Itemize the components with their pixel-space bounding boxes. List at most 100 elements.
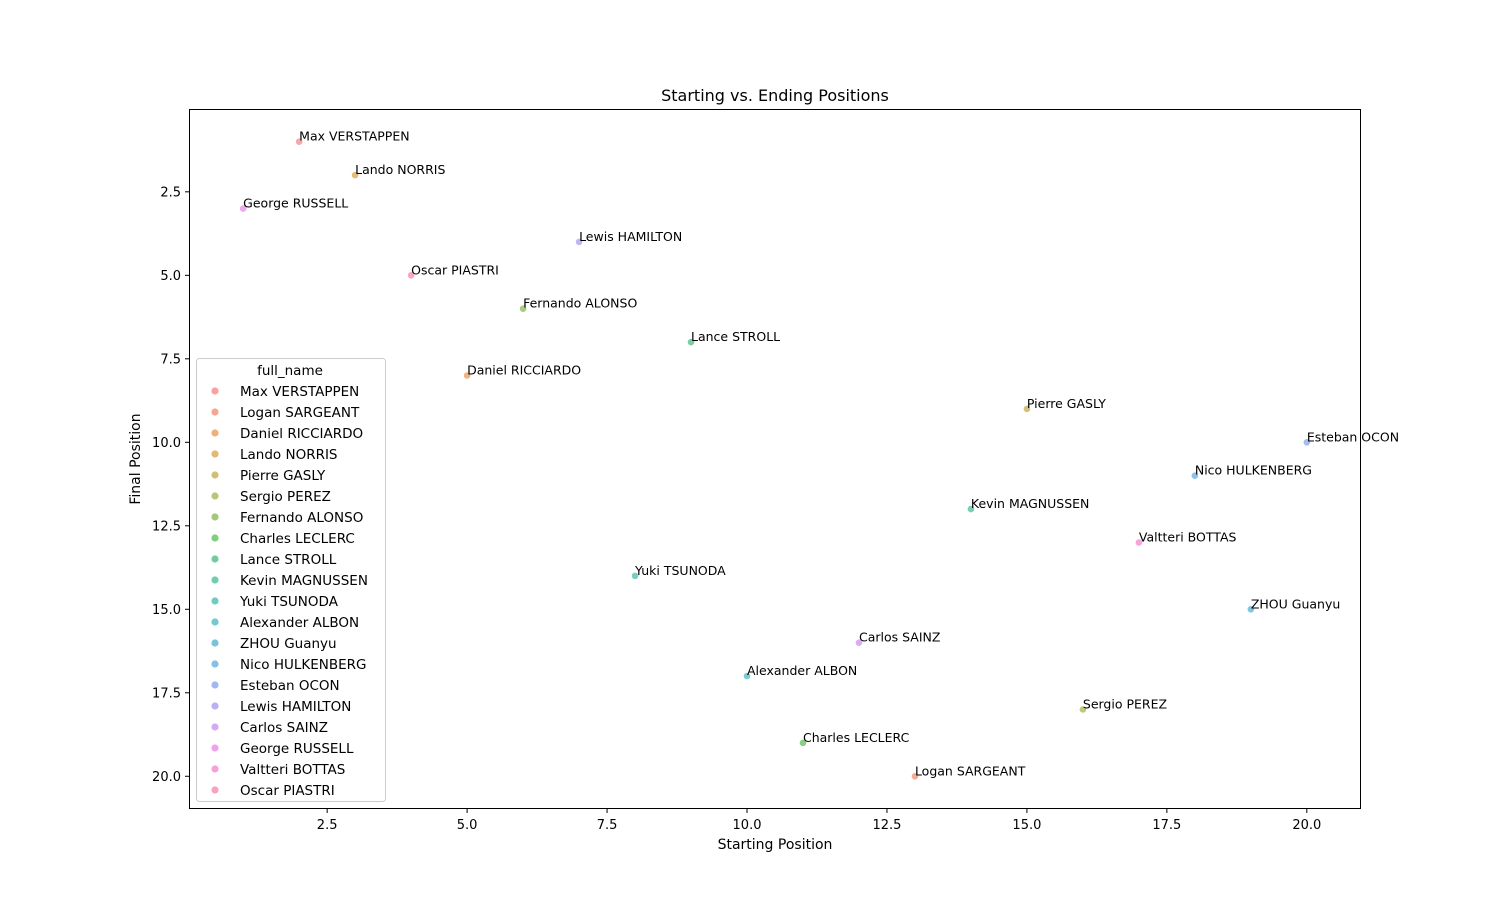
point-labels: Max VERSTAPPEN Logan SARGEANT Daniel RICCI…	[243, 129, 1399, 779]
y-tick-label: 15.0	[152, 603, 181, 618]
legend-label: Nico HULKENBERG	[240, 657, 367, 673]
legend-label: Logan SARGEANT	[240, 405, 360, 421]
point-label: Valtteri BOTTAS	[1139, 529, 1237, 544]
legend-item: Yuki TSUNODA	[211, 594, 339, 610]
legend-marker	[211, 744, 219, 752]
legend-item: Max VERSTAPPEN	[211, 384, 359, 400]
data-point	[351, 171, 360, 180]
legend-item: Lewis HAMILTON	[211, 699, 351, 715]
x-tick-1: 5.0	[457, 808, 477, 833]
y-tick-label: 20.0	[152, 770, 181, 785]
legend-item: Valtteri BOTTAS	[211, 762, 345, 778]
data-point	[1078, 705, 1087, 714]
data-point	[575, 238, 583, 246]
legend-label: Pierre GASLY	[240, 468, 326, 484]
point-label: Sergio PEREZ	[1083, 696, 1167, 711]
x-tick-5: 15.0	[1012, 808, 1041, 833]
legend-marker	[211, 387, 219, 395]
axis-ticks: 2.5 5.0 7.5 10.0 12.5 15.0 17.5 20.0 2.5 5.0 7.5 10…	[152, 185, 1321, 833]
data-point	[407, 271, 416, 280]
plot-frame	[189, 109, 1361, 809]
point-label: Oscar PIASTRI	[411, 262, 499, 277]
x-tick-0: 2.5	[317, 808, 337, 833]
x-tick-label: 17.5	[1152, 818, 1181, 833]
y-tick-1: 5.0	[160, 269, 190, 284]
legend-item: George RUSSELL	[211, 741, 354, 757]
data-point	[1302, 438, 1311, 447]
legend-marker	[211, 450, 219, 458]
legend-entries: Max VERSTAPPEN Logan SARGEANT Daniel RICCI…	[211, 384, 368, 799]
legend-item: Carlos SAINZ	[211, 720, 328, 736]
data-point	[799, 738, 807, 747]
data-point	[519, 304, 527, 313]
data-point	[1190, 471, 1199, 480]
legend-item: Esteban OCON	[211, 678, 340, 694]
x-tick-4: 12.5	[872, 808, 901, 833]
data-point	[1134, 538, 1143, 547]
point-label: Kevin MAGNUSSEN	[971, 496, 1089, 511]
legend-label: Valtteri BOTTAS	[240, 762, 345, 778]
legend-marker	[211, 513, 219, 521]
x-axis-label: Starting Position	[718, 837, 833, 853]
legend-item: Lando NORRIS	[211, 447, 338, 463]
y-tick-6: 17.5	[152, 686, 190, 701]
legend-item: Daniel RICCIARDO	[211, 426, 363, 442]
data-point	[295, 137, 304, 146]
legend-marker	[211, 786, 219, 794]
legend-marker	[211, 576, 219, 584]
legend-marker	[211, 681, 219, 689]
point-label: Fernando ALONSO	[523, 296, 637, 311]
y-tick-label: 17.5	[152, 686, 181, 701]
data-point	[687, 338, 695, 347]
point-label: Carlos SAINZ	[859, 630, 940, 645]
legend-item: Lance STROLL	[211, 552, 337, 568]
point-label: Lewis HAMILTON	[579, 229, 682, 244]
legend-marker	[211, 618, 219, 626]
point-label: Daniel RICCIARDO	[467, 363, 581, 378]
legend-label: Max VERSTAPPEN	[240, 384, 359, 400]
point-label: Logan SARGEANT	[915, 763, 1026, 778]
data-point	[463, 371, 472, 380]
y-tick-label: 5.0	[160, 269, 181, 284]
legend-marker	[211, 492, 219, 500]
legend-item: Fernando ALONSO	[211, 510, 363, 526]
y-tick-3: 10.0	[152, 436, 190, 451]
data-point	[743, 672, 751, 680]
legend-label: George RUSSELL	[240, 741, 354, 757]
y-tick-7: 20.0	[152, 770, 190, 785]
y-tick-4: 12.5	[152, 519, 190, 534]
legend-item: Pierre GASLY	[211, 468, 326, 484]
x-tick-7: 20.0	[1292, 808, 1321, 833]
legend-label: ZHOU Guanyu	[240, 636, 337, 652]
data-points	[239, 137, 1311, 781]
data-point	[239, 204, 248, 213]
x-tick-6: 17.5	[1152, 808, 1181, 833]
x-tick-label: 12.5	[872, 818, 901, 833]
point-label: Nico HULKENBERG	[1195, 463, 1312, 478]
data-point	[855, 638, 863, 647]
y-tick-label: 7.5	[160, 352, 181, 367]
x-tick-2: 7.5	[597, 808, 617, 833]
x-tick-label: 20.0	[1292, 818, 1321, 833]
legend: full_name Max VERSTAPPEN Logan SARGEANT Da…	[196, 358, 386, 802]
legend-label: Carlos SAINZ	[240, 720, 328, 736]
legend-title: full_name	[257, 363, 323, 379]
legend-label: Kevin MAGNUSSEN	[240, 573, 368, 589]
legend-label: Fernando ALONSO	[240, 510, 363, 526]
data-point	[911, 772, 919, 781]
legend-label: Sergio PEREZ	[240, 489, 331, 505]
data-point	[1246, 605, 1255, 614]
legend-label: Lewis HAMILTON	[240, 699, 351, 715]
data-point	[631, 571, 639, 580]
chart-title: Starting vs. Ending Positions	[661, 86, 889, 105]
y-tick-2: 7.5	[160, 352, 190, 367]
x-tick-label: 10.0	[733, 818, 762, 833]
legend-label: Daniel RICCIARDO	[240, 426, 363, 442]
point-label: Esteban OCON	[1307, 429, 1399, 444]
x-tick-3: 10.0	[733, 808, 762, 833]
legend-marker	[211, 429, 219, 437]
legend-item: Charles LECLERC	[211, 531, 355, 547]
legend-label: Oscar PIASTRI	[240, 783, 335, 799]
legend-label: Charles LECLERC	[240, 531, 355, 547]
legend-item: Nico HULKENBERG	[211, 657, 367, 673]
